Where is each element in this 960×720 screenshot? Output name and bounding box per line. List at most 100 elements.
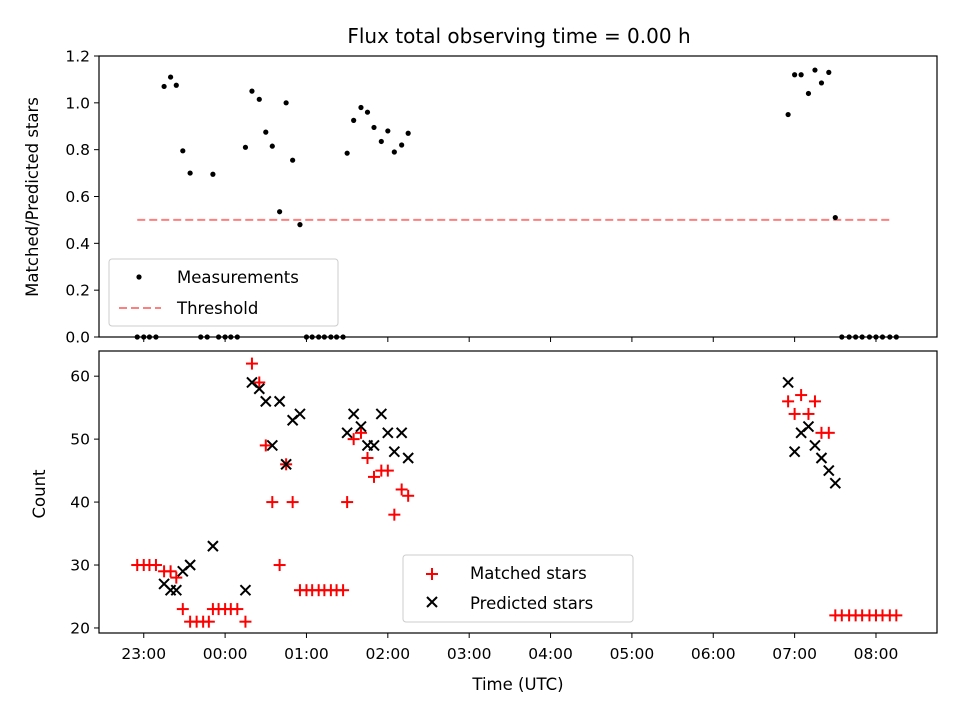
measurement-point bbox=[826, 69, 832, 75]
x-b bbox=[375, 408, 388, 420]
predicted-star-point bbox=[266, 439, 279, 452]
count-ytick-label: 40 bbox=[70, 494, 90, 512]
measurement-point bbox=[269, 143, 275, 149]
x-b bbox=[815, 452, 828, 464]
predicted-star-point bbox=[823, 464, 835, 477]
count-panel: 20 30 40 50 60 23:00 00:00 01:00 02:00 03:00 04:00… bbox=[30, 350, 938, 694]
matched-star-point bbox=[176, 603, 189, 616]
x-b bbox=[341, 427, 353, 439]
measurement-point bbox=[805, 90, 812, 97]
count-xtick-label: 02:00 bbox=[365, 645, 410, 663]
matched-star-point bbox=[347, 433, 360, 446]
matched-star-point bbox=[367, 470, 380, 483]
ratio-ytick-label: 0.8 bbox=[65, 141, 90, 159]
measurement-point bbox=[161, 83, 167, 90]
matched-star-point bbox=[381, 464, 394, 477]
measurement-point bbox=[812, 67, 818, 73]
ratio-ytick-label: 0.0 bbox=[65, 329, 90, 347]
x-b bbox=[294, 408, 306, 420]
measurement-point bbox=[344, 150, 350, 156]
matched-star-point bbox=[202, 615, 215, 628]
ratio-legend-box bbox=[108, 258, 339, 327]
x-b bbox=[802, 420, 815, 433]
count-ytick-label: 20 bbox=[70, 619, 90, 637]
matched-star-point bbox=[795, 389, 808, 402]
matched-star-point bbox=[245, 357, 258, 370]
count-ytick-label: 50 bbox=[70, 431, 90, 449]
x-b bbox=[273, 395, 286, 408]
count-xtick-label: 07:00 bbox=[772, 645, 817, 663]
predicted-star-point bbox=[280, 458, 292, 471]
matched-star-point bbox=[149, 559, 162, 572]
predicted-star-point bbox=[829, 477, 842, 489]
measurement-point bbox=[242, 144, 249, 150]
matched-star-point bbox=[388, 508, 401, 521]
ratio-ytick-label: 0.6 bbox=[65, 188, 90, 206]
ratio-ytick-label: 1.2 bbox=[65, 48, 90, 66]
predicted-star-point bbox=[395, 427, 408, 439]
x-b bbox=[246, 376, 258, 389]
predicted-star-point bbox=[347, 408, 360, 420]
x-b bbox=[207, 540, 219, 552]
predicted-star-point bbox=[375, 408, 388, 420]
x-b bbox=[382, 427, 394, 439]
x-b bbox=[266, 439, 279, 452]
measurement-point bbox=[818, 80, 825, 86]
measurement-point bbox=[167, 74, 174, 80]
ratio-panel: 0.0 0.2 0.4 0.6 0.8 1.0 1.2 Matched/Predicted … bbox=[23, 48, 938, 347]
matched-star-point bbox=[239, 615, 252, 628]
predicted-star-point bbox=[388, 446, 401, 458]
measurement-point bbox=[256, 96, 262, 102]
x-b bbox=[355, 420, 367, 433]
measurement-point bbox=[180, 148, 186, 154]
predicted-star-point bbox=[294, 408, 306, 420]
x-b bbox=[823, 464, 835, 477]
matched-star-point bbox=[822, 426, 835, 439]
count-points bbox=[131, 357, 903, 628]
matched-star-point bbox=[170, 571, 183, 584]
matched-star-point bbox=[402, 489, 415, 502]
x-b bbox=[184, 559, 196, 571]
x-b bbox=[809, 439, 821, 452]
matched-star-point bbox=[354, 426, 367, 439]
matched-star-point bbox=[337, 584, 350, 597]
x-b bbox=[782, 376, 794, 389]
predicted-star-point bbox=[782, 376, 794, 389]
predicted-star-point bbox=[355, 420, 367, 433]
count-panel-xlabel: Time (UTC) bbox=[471, 675, 563, 694]
predicted-star-point bbox=[788, 446, 801, 458]
x-b bbox=[829, 477, 842, 489]
chart-title: Flux total observing time = 0.00 h bbox=[347, 24, 690, 48]
matched-star-point bbox=[788, 407, 801, 420]
ratio-ytick-label: 0.2 bbox=[65, 282, 90, 300]
predicted-star-point bbox=[239, 584, 252, 596]
legend-predicted-marker bbox=[426, 596, 438, 608]
legend-threshold-label: Threshold bbox=[176, 299, 258, 318]
count-panel-ylabel: Count bbox=[30, 469, 49, 519]
measurement-point bbox=[290, 157, 296, 163]
measurement-point bbox=[187, 170, 193, 176]
x-b bbox=[788, 446, 801, 458]
legend-matched-marker bbox=[426, 568, 438, 580]
x-b bbox=[170, 584, 182, 596]
matched-star-point bbox=[782, 395, 795, 408]
matched-star-point bbox=[164, 565, 177, 578]
count-xtick-label: 08:00 bbox=[854, 645, 899, 663]
count-ytick-label: 60 bbox=[70, 368, 90, 386]
x-b bbox=[395, 427, 408, 439]
x-b bbox=[280, 458, 292, 471]
matched-star-point bbox=[808, 395, 821, 408]
ratio-ytick-label: 0.4 bbox=[65, 235, 90, 253]
ratio-ytick-label: 1.0 bbox=[65, 94, 90, 112]
count-xtick-label: 00:00 bbox=[203, 645, 248, 663]
count-xtick-label: 23:00 bbox=[121, 645, 166, 663]
x-b bbox=[402, 452, 414, 464]
count-xtick-label: 01:00 bbox=[284, 645, 329, 663]
matched-star-point bbox=[890, 609, 903, 622]
predicted-star-point bbox=[382, 427, 394, 439]
measurement-point bbox=[173, 82, 179, 88]
predicted-star-point bbox=[802, 420, 815, 433]
measurement-point bbox=[792, 72, 798, 78]
count-xtick-label: 05:00 bbox=[610, 645, 655, 663]
